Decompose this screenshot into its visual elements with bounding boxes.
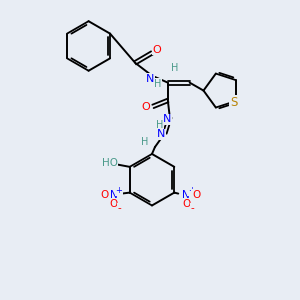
Text: O: O <box>182 200 190 209</box>
Text: N: N <box>182 190 190 200</box>
Text: -: - <box>190 203 194 214</box>
Text: S: S <box>230 96 237 109</box>
Text: H: H <box>171 63 178 73</box>
Text: O: O <box>101 190 109 200</box>
Text: H: H <box>141 137 149 147</box>
Text: N: N <box>110 190 118 200</box>
Text: HO: HO <box>102 158 118 168</box>
Text: O: O <box>110 200 118 209</box>
Text: O: O <box>192 190 200 200</box>
Text: H: H <box>156 120 164 130</box>
Text: -: - <box>118 203 122 214</box>
Text: O: O <box>142 102 150 112</box>
Text: +: + <box>115 186 122 195</box>
Text: H: H <box>154 79 162 88</box>
Text: N: N <box>146 74 154 84</box>
Text: +: + <box>188 186 195 195</box>
Text: N: N <box>157 129 165 139</box>
Text: N: N <box>163 114 171 124</box>
Text: O: O <box>153 45 161 55</box>
